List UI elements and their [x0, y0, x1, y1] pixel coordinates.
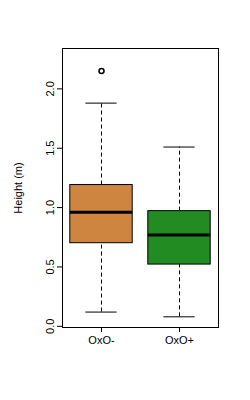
- svg-text:Height (m): Height (m): [12, 162, 24, 213]
- svg-text:1.0: 1.0: [44, 200, 56, 215]
- svg-text:OxO-: OxO-: [88, 334, 115, 346]
- svg-text:1.5: 1.5: [44, 141, 56, 156]
- svg-text:0.0: 0.0: [44, 319, 56, 334]
- svg-text:OxO+: OxO+: [165, 334, 194, 346]
- svg-text:0.5: 0.5: [44, 259, 56, 274]
- svg-text:2.0: 2.0: [44, 81, 56, 96]
